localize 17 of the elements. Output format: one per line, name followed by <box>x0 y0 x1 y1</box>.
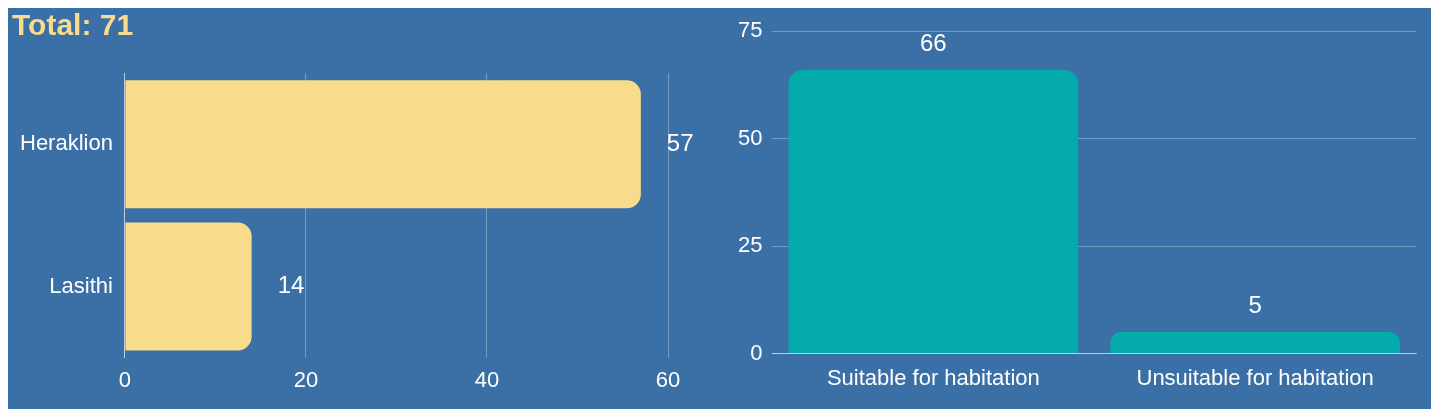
data-label: 5 <box>1248 290 1262 318</box>
chart-title: Total: 71 <box>11 8 135 43</box>
y-tick-label: 0 <box>750 339 763 365</box>
y-tick-label: 75 <box>737 17 763 43</box>
y-tick-label: 25 <box>737 232 763 258</box>
data-label: 57 <box>666 128 694 156</box>
data-label: 66 <box>920 28 947 56</box>
x-tick-label: 40 <box>474 366 500 392</box>
x-tick-label: 0 <box>118 366 132 392</box>
x-tick-label: 20 <box>293 366 319 392</box>
x-tick-label: Unsuitable for habitation <box>1136 364 1374 390</box>
y-tick-label: Lasithi <box>49 272 113 298</box>
data-label: 14 <box>277 271 305 299</box>
y-tick-label: 50 <box>737 124 763 150</box>
y-tick-label: Heraklion <box>19 130 113 156</box>
x-tick-label: 60 <box>655 366 681 392</box>
x-tick-label: Suitable for habitation <box>826 364 1040 390</box>
